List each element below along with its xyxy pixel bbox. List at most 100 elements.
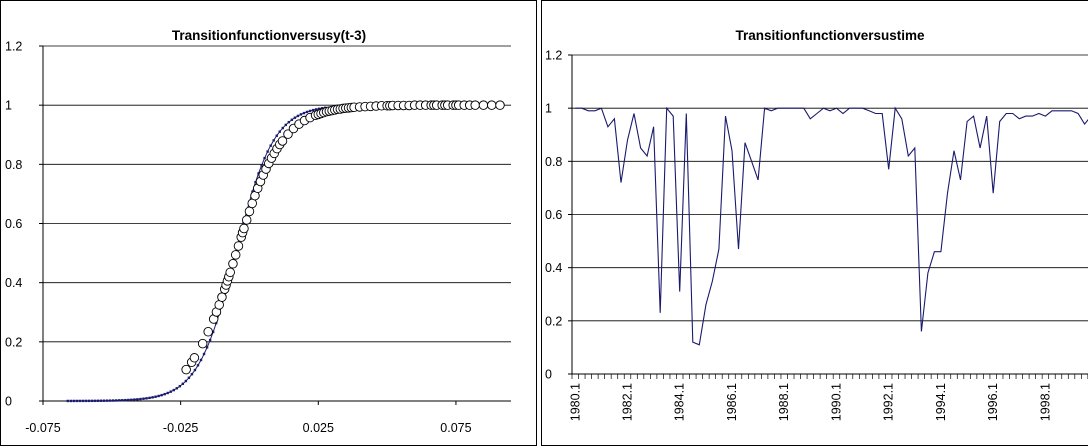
curve-marker [78, 399, 82, 403]
x-tick-label: 1986.1 [725, 383, 739, 421]
curve-marker [151, 396, 154, 399]
curve-marker [157, 394, 160, 398]
curve-marker [314, 108, 318, 111]
curve-marker [293, 116, 297, 119]
scatter-point [277, 136, 288, 146]
curve-marker [87, 399, 91, 403]
curve-marker [302, 111, 306, 115]
curve-marker [127, 398, 130, 402]
curve-marker [172, 388, 175, 392]
curve-marker [281, 126, 284, 130]
curve-marker [272, 139, 275, 142]
curve-marker [121, 399, 124, 402]
chart-title: Transitionfunctionversustime [735, 28, 925, 43]
curve-marker [205, 346, 209, 349]
x-tick-label: 1990.1 [829, 383, 843, 421]
curve-marker [75, 399, 79, 403]
y-tick-label: 1.2 [5, 40, 22, 54]
curve-marker [251, 190, 254, 193]
curve-marker [108, 399, 112, 402]
x-tick-label: 1982.1 [621, 383, 635, 421]
curve-marker [160, 393, 163, 397]
curve-marker [72, 399, 76, 403]
curve-marker [193, 368, 197, 372]
curve-marker [105, 399, 109, 402]
chart-panel-transition-vs-time: Transitionfunctionversustime 0 0.2 0.4 0.6 0.… [541, 0, 1088, 446]
curve-marker [296, 114, 300, 118]
line-chart-transition-vs-time: Transitionfunctionversustime 0 0.2 0.4 0.6 0.… [545, 28, 1088, 421]
curve-marker [311, 108, 315, 112]
curve-marker [163, 392, 166, 396]
scatter-point [217, 292, 227, 302]
curve-marker [196, 364, 200, 367]
curve-marker [93, 399, 97, 403]
scatter-point [228, 258, 238, 269]
x-tick-label: 1984.1 [673, 383, 687, 421]
curve-marker [266, 150, 269, 153]
curve-marker [133, 398, 136, 401]
curve-marker [136, 398, 139, 401]
y-tick-label: 0.8 [5, 158, 22, 172]
y-tick-label: 1 [545, 102, 552, 116]
curve-marker [166, 391, 169, 395]
x-tick-label: -0.025 [163, 421, 198, 435]
scatter-point [230, 250, 241, 260]
scatter-point [203, 327, 213, 337]
x-tick-label: 0.025 [303, 421, 334, 435]
curve-marker [284, 123, 288, 127]
curve-marker [308, 109, 312, 113]
scatter-point [241, 215, 252, 225]
curve-marker [142, 397, 145, 400]
scatter-chart-transition-vs-y: Transitionfunctionversusy(t-3) 0 0.2 0.4 0.6… [5, 28, 511, 435]
curve-marker [263, 156, 266, 160]
scatter-point [189, 353, 200, 363]
y-tick-label: 0.2 [545, 314, 562, 328]
curve-marker [66, 399, 69, 403]
y-tick-label: 1.2 [545, 49, 562, 63]
scatter-point [495, 100, 505, 110]
curve-marker [278, 130, 281, 133]
curve-marker [175, 387, 178, 390]
curve-marker [124, 398, 127, 402]
curve-marker [287, 120, 291, 124]
curve-marker [260, 164, 263, 167]
curve-marker [112, 399, 115, 402]
curve-marker [169, 390, 172, 393]
transition-curve-line [67, 106, 331, 402]
x-tick-label: 1992.1 [882, 383, 896, 421]
curve-marker [257, 172, 260, 175]
curve-marker [199, 358, 203, 362]
curve-marker [202, 352, 206, 356]
curve-marker [299, 113, 303, 116]
y-tick-label: 0.4 [545, 261, 562, 275]
curve-marker [115, 399, 118, 402]
x-tick-label: 1998.1 [1038, 383, 1052, 421]
scatter-point [470, 100, 480, 110]
curve-marker [290, 118, 294, 121]
curve-marker [254, 180, 257, 184]
curve-marker [214, 321, 218, 325]
y-tick-label: 0.2 [5, 335, 22, 349]
y-tick-label: 0.6 [5, 217, 22, 231]
scatter-point [478, 100, 489, 110]
curve-marker [181, 382, 185, 385]
x-tick-label: 1996.1 [986, 383, 1000, 421]
y-tick-label: 0.8 [545, 155, 562, 169]
curve-marker [69, 399, 73, 403]
curve-marker [102, 399, 106, 402]
curve-marker [178, 384, 182, 388]
curve-marker [130, 398, 133, 401]
curve-marker [96, 399, 100, 402]
curve-marker [269, 144, 272, 147]
curve-marker [118, 399, 121, 402]
scatter-point [181, 364, 191, 375]
curve-marker [84, 399, 88, 403]
x-tick-label: 1994.1 [934, 383, 948, 421]
curve-marker [184, 379, 188, 383]
scatter-point [233, 241, 244, 251]
curve-marker [81, 399, 85, 403]
series-line [575, 106, 1088, 346]
scatter-point [197, 338, 208, 349]
curve-marker [275, 134, 278, 137]
curve-marker [208, 338, 212, 342]
